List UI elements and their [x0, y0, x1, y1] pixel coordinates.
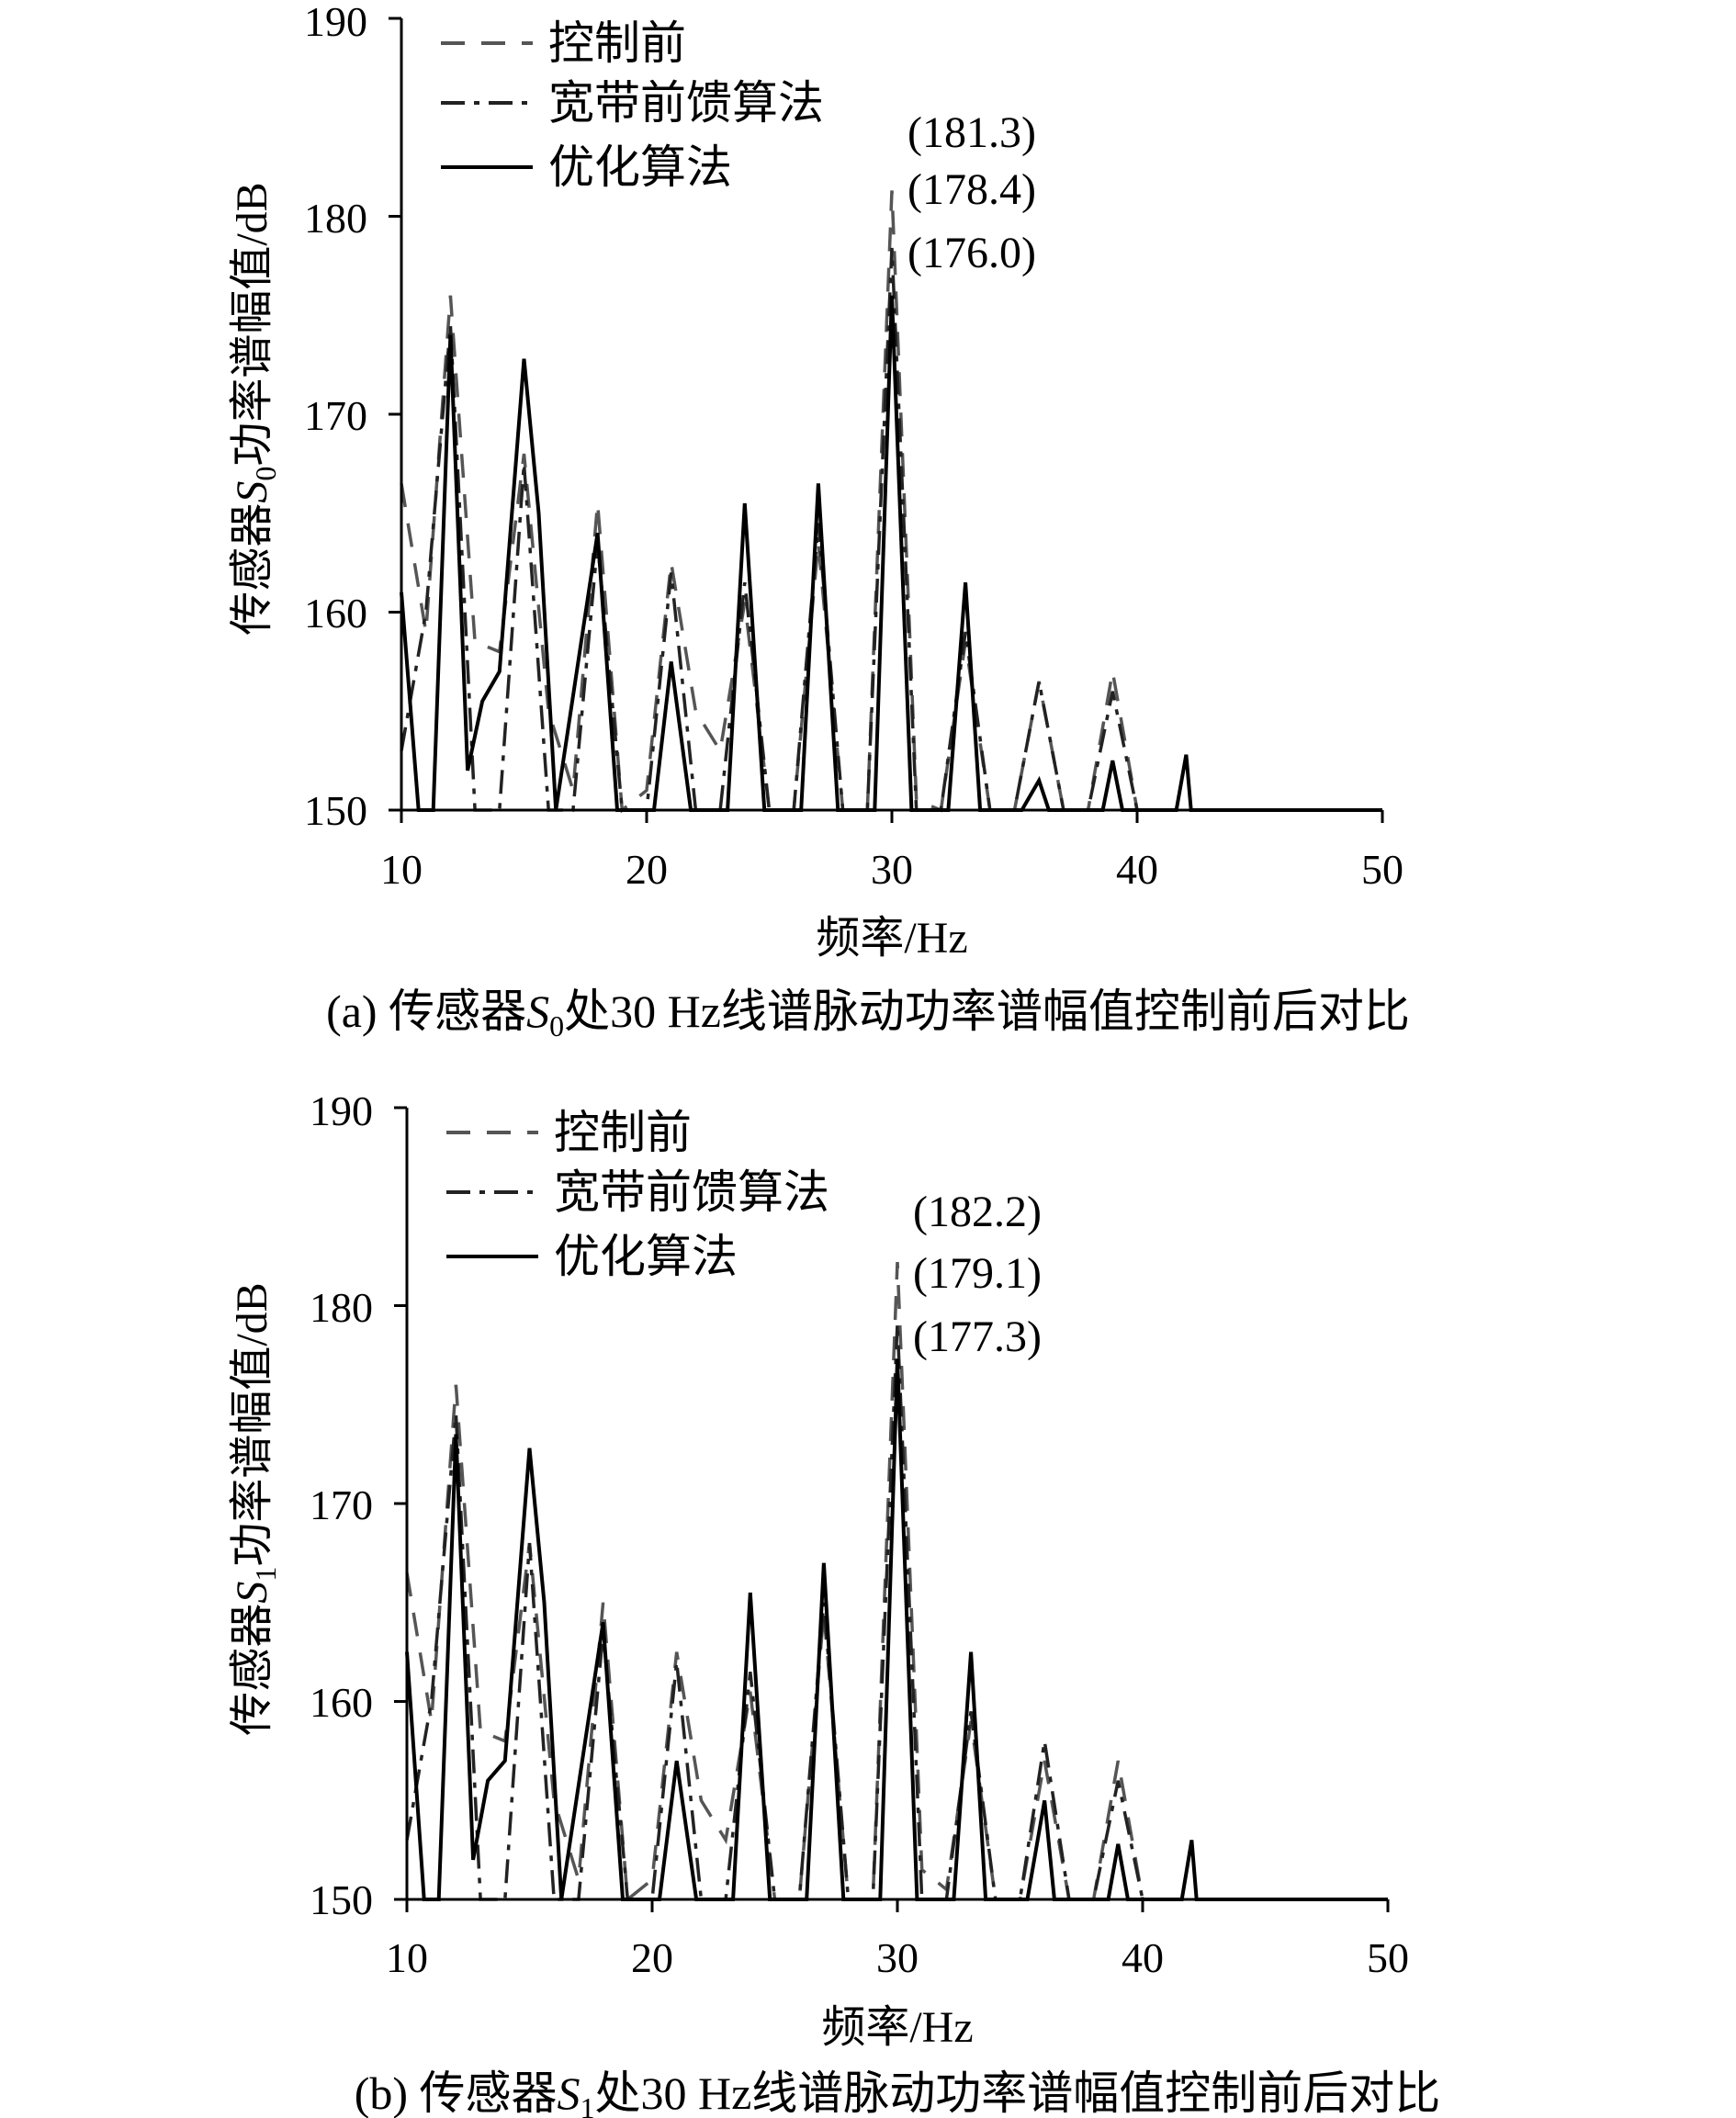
series-layer: [405, 1262, 1388, 1903]
y-tick-label: 180: [304, 195, 367, 242]
legend-label: 控制前: [548, 17, 686, 69]
y-axis-title-sensor: S: [228, 481, 276, 503]
y-axis-title: 传感器S1功率谱幅值/dB: [228, 1282, 282, 1735]
x-axis-title: 频率/Hz: [821, 2003, 973, 2052]
x-tick-label: 40: [1116, 846, 1158, 893]
series-line-solid: [400, 295, 1382, 812]
series-layer: [400, 190, 1382, 814]
caption-suffix: 处30 Hz线谱脉动功率谱幅值控制前后对比: [564, 986, 1410, 1037]
legend-label: 宽带前馈算法: [548, 77, 824, 129]
peak-annotation: (177.3): [913, 1312, 1042, 1361]
y-tick-label: 190: [304, 0, 367, 45]
y-tick-label: 190: [310, 1087, 373, 1134]
x-tick-label: 20: [631, 1934, 673, 1981]
x-tick-label: 10: [380, 846, 423, 893]
y-tick-label: 180: [310, 1284, 373, 1331]
caption-prefix: (a) 传感器: [326, 986, 526, 1037]
series-line-solid: [405, 1358, 1388, 1901]
y-tick-label: 150: [304, 787, 367, 834]
x-tick-label: 10: [386, 1934, 428, 1981]
peak-annotation: (179.1): [913, 1249, 1042, 1298]
y-tick-label: 160: [304, 590, 367, 637]
y-tick-label: 150: [310, 1876, 373, 1923]
x-tick-label: 40: [1122, 1934, 1164, 1981]
y-axis-title-sensor: S: [228, 1582, 276, 1604]
legend-label: 控制前: [554, 1107, 692, 1158]
y-axis-title-prefix: 传感器: [228, 503, 276, 636]
chart-panel-b: 190 180 170 160 150 10 20 30 40 50 频率/Hz…: [228, 1087, 1441, 2118]
caption-sensor: S: [526, 986, 549, 1037]
y-tick-label: 170: [310, 1481, 373, 1528]
caption-subscript: 1: [581, 2091, 595, 2118]
legend: 控制前 宽带前馈算法 优化算法: [446, 1107, 829, 1282]
x-axis-title: 频率/Hz: [816, 914, 967, 963]
caption-prefix: (b) 传感器: [355, 2067, 558, 2118]
y-axis-title-subscript: 1: [249, 1567, 282, 1582]
y-tick-label: 170: [304, 392, 367, 439]
legend-label: 优化算法: [554, 1231, 738, 1282]
peak-annotation: (181.3): [907, 108, 1036, 157]
peak-annotation: (182.2): [913, 1188, 1042, 1236]
y-axis-title: 传感器S0功率谱幅值/dB: [228, 182, 282, 635]
x-tick-label: 20: [626, 846, 668, 893]
ticks: [389, 17, 1384, 823]
x-tick-label: 30: [871, 846, 913, 893]
y-axis-title-subscript: 0: [249, 467, 282, 481]
y-axis-title-suffix: 功率谱幅值/dB: [228, 1282, 276, 1566]
legend-label: 宽带前馈算法: [554, 1166, 829, 1218]
legend: 控制前 宽带前馈算法 优化算法: [441, 17, 824, 193]
figure-caption: (a) 传感器S0处30 Hz线谱脉动功率谱幅值控制前后对比: [326, 986, 1410, 1042]
caption-suffix: 处30 Hz线谱脉动功率谱幅值控制前后对比: [595, 2067, 1441, 2118]
series-line-dashdot: [405, 1323, 1144, 1901]
x-tick-label: 50: [1361, 846, 1403, 893]
legend-label: 优化算法: [548, 141, 732, 193]
chart-panel-a: 190 180 170 160 150 10 20 30 40 50 频率/Hz…: [228, 0, 1410, 1042]
x-tick-label: 30: [876, 1934, 919, 1981]
caption-sensor: S: [558, 2067, 581, 2118]
peak-annotation: (176.0): [907, 229, 1036, 277]
figure-caption: (b) 传感器S1处30 Hz线谱脉动功率谱幅值控制前后对比: [355, 2067, 1441, 2118]
y-axis-title-prefix: 传感器: [228, 1604, 276, 1736]
x-tick-label: 50: [1367, 1934, 1409, 1981]
y-axis-title-suffix: 功率谱幅值/dB: [228, 182, 276, 466]
ticks: [394, 1106, 1390, 1912]
caption-subscript: 0: [549, 1009, 564, 1042]
peak-annotation: (178.4): [907, 165, 1036, 214]
y-tick-label: 160: [310, 1679, 373, 1726]
